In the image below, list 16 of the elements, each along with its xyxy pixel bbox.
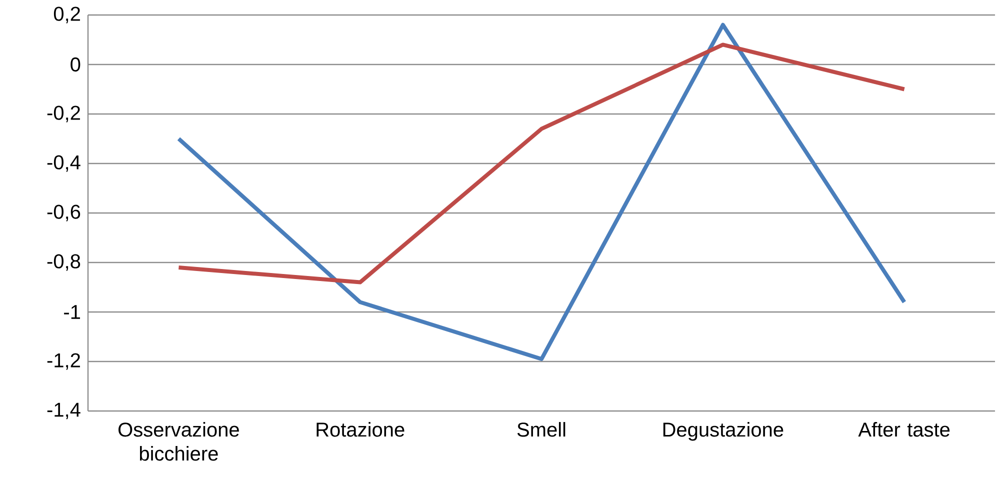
y-tick-label: -1 [64,305,80,319]
y-tick-label: 0,2 [54,6,80,24]
y-tick-label: -0,2 [47,106,80,122]
y-tick-label: -1,2 [47,353,80,370]
line-series [176,22,906,362]
y-tick-label: 0 [70,57,80,72]
line-series [176,42,906,284]
x-tick-label: After taste [858,422,950,437]
y-tick-label: -0,8 [47,254,80,271]
x-tick-label: Osservazione bicchiere [118,422,239,461]
y-tick-label: -0,4 [47,155,80,172]
x-tick-label: Smell [517,422,566,437]
x-tick-label: Degustazione [663,422,784,441]
y-tick-label: -0,6 [47,204,80,222]
y-tick-label: -1,4 [47,402,80,420]
x-tick-label: Rotazione [316,422,404,437]
